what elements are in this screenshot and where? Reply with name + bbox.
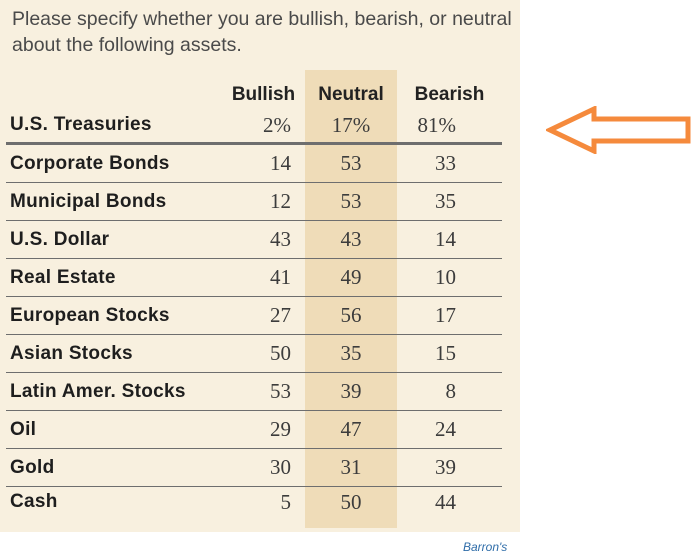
bullish-value: 43 [222, 220, 305, 259]
header-neutral: Neutral [318, 84, 384, 105]
bearish-value: 15 [397, 334, 502, 373]
bullish-value: 53 [222, 372, 305, 411]
bearish-value: 24 [397, 410, 502, 449]
asset-label: Municipal Bonds [6, 182, 222, 221]
header-bearish: Bearish [414, 84, 485, 105]
neutral-value: 35 [305, 334, 397, 373]
table-row: Gold 30 31 39 [6, 448, 502, 487]
table-row: Corporate Bonds 14 53 33 [6, 143, 502, 183]
bearish-value: 8 [397, 372, 502, 411]
bullish-value: 14 [222, 143, 305, 183]
header-blank [6, 76, 222, 108]
table-row: Oil 29 47 24 [6, 410, 502, 449]
neutral-value: 17% [305, 108, 397, 145]
bullish-value: 30 [222, 448, 305, 487]
bearish-value: 81% [397, 108, 502, 145]
asset-label: U.S. Treasuries [6, 108, 222, 145]
table-row: Real Estate 41 49 10 [6, 258, 502, 297]
asset-label: Real Estate [6, 258, 222, 297]
bullish-value: 27 [222, 296, 305, 335]
sentiment-table: Bullish Neutral Bearish U.S. Treasuries 2… [6, 76, 502, 517]
asset-label: Cash [10, 491, 58, 512]
asset-label: European Stocks [6, 296, 222, 335]
bearish-value: 39 [397, 448, 502, 487]
neutral-value: 53 [305, 143, 397, 183]
bullish-value: 5 [280, 489, 292, 514]
asset-label: Gold [6, 448, 222, 487]
left-arrow-icon [546, 106, 691, 154]
neutral-value: 56 [305, 296, 397, 335]
table-row: Latin Amer. Stocks 53 39 8 [6, 372, 502, 411]
header-bullish: Bullish [231, 84, 296, 105]
bearish-value: 17 [397, 296, 502, 335]
neutral-value: 47 [305, 410, 397, 449]
bullish-value: 41 [222, 258, 305, 297]
asset-label: Latin Amer. Stocks [6, 372, 222, 411]
neutral-value: 49 [305, 258, 397, 297]
arrow-shape [546, 106, 691, 154]
bullish-value: 12 [222, 182, 305, 221]
table-row: Asian Stocks 50 35 15 [6, 334, 502, 373]
table-row: European Stocks 27 56 17 [6, 296, 502, 335]
bearish-value: 44 [435, 489, 456, 514]
bearish-value: 14 [397, 220, 502, 259]
bullish-value: 29 [222, 410, 305, 449]
header-row: Bullish Neutral Bearish [6, 76, 502, 108]
asset-label: Asian Stocks [6, 334, 222, 373]
table-row: U.S. Treasuries 2% 17% 81% [6, 108, 502, 145]
asset-label: Oil [6, 410, 222, 449]
table-row: U.S. Dollar 43 43 14 [6, 220, 502, 259]
neutral-value: 53 [305, 182, 397, 221]
neutral-value: 39 [305, 372, 397, 411]
neutral-value: 31 [305, 448, 397, 487]
neutral-value: 43 [305, 220, 397, 259]
bearish-value: 10 [397, 258, 502, 297]
survey-question: Please specify whether you are bullish, … [12, 8, 512, 56]
bullish-value: 50 [222, 334, 305, 373]
bearish-value: 33 [397, 143, 502, 183]
table-row: Cash 5 50 44 [6, 487, 502, 518]
neutral-value: 50 [340, 489, 362, 514]
bearish-value: 35 [397, 182, 502, 221]
asset-label: Corporate Bonds [6, 143, 222, 183]
source-credit: Barron's [463, 540, 508, 554]
asset-label: U.S. Dollar [6, 220, 222, 259]
bullish-value: 2% [222, 108, 305, 145]
table-row: Municipal Bonds 12 53 35 [6, 182, 502, 221]
